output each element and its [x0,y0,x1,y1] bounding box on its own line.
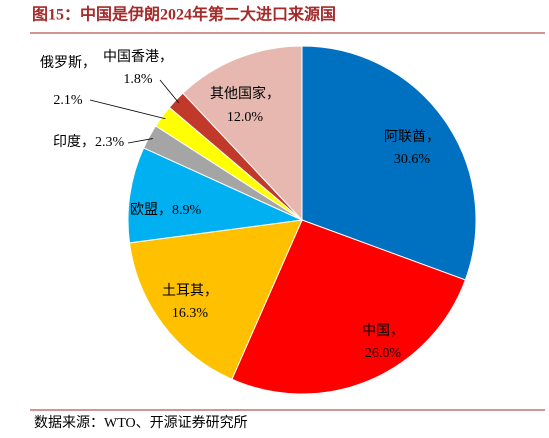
pie-slice [301,45,477,281]
slice-label: 印度， [53,134,95,150]
value-label: 8.9% [172,203,202,218]
pie-slice [182,45,303,222]
value-label: 16.3% [172,306,209,321]
source-note: 数据来源：WTO、开源证券研究所 [34,415,248,431]
slice-label: 中国香港， [103,49,173,65]
slice-label: 欧盟， [130,202,172,218]
value-label: 2.1% [53,93,83,108]
slice-label: 中国， [362,323,404,339]
value-label: 1.8% [123,72,153,87]
slice-label: 俄罗斯， [40,55,96,71]
slice-label: 土耳其， [162,283,218,299]
pie-slice [128,219,303,380]
slice-label: 其他国家， [210,85,280,102]
pie-slice [231,219,466,395]
value-label: 2.3% [95,135,125,150]
slice-label: 阿联酋， [384,128,440,145]
chart-title: 图15：中国是伊朗2024年第二大进口来源国 [32,5,336,24]
value-label: 12.0% [227,110,264,125]
value-label: 26.0% [365,346,402,361]
value-label: 30.6% [394,152,431,167]
leader-line [127,138,153,144]
leader-line [159,79,180,104]
leader-line [89,99,166,120]
pie-slice [127,147,304,244]
